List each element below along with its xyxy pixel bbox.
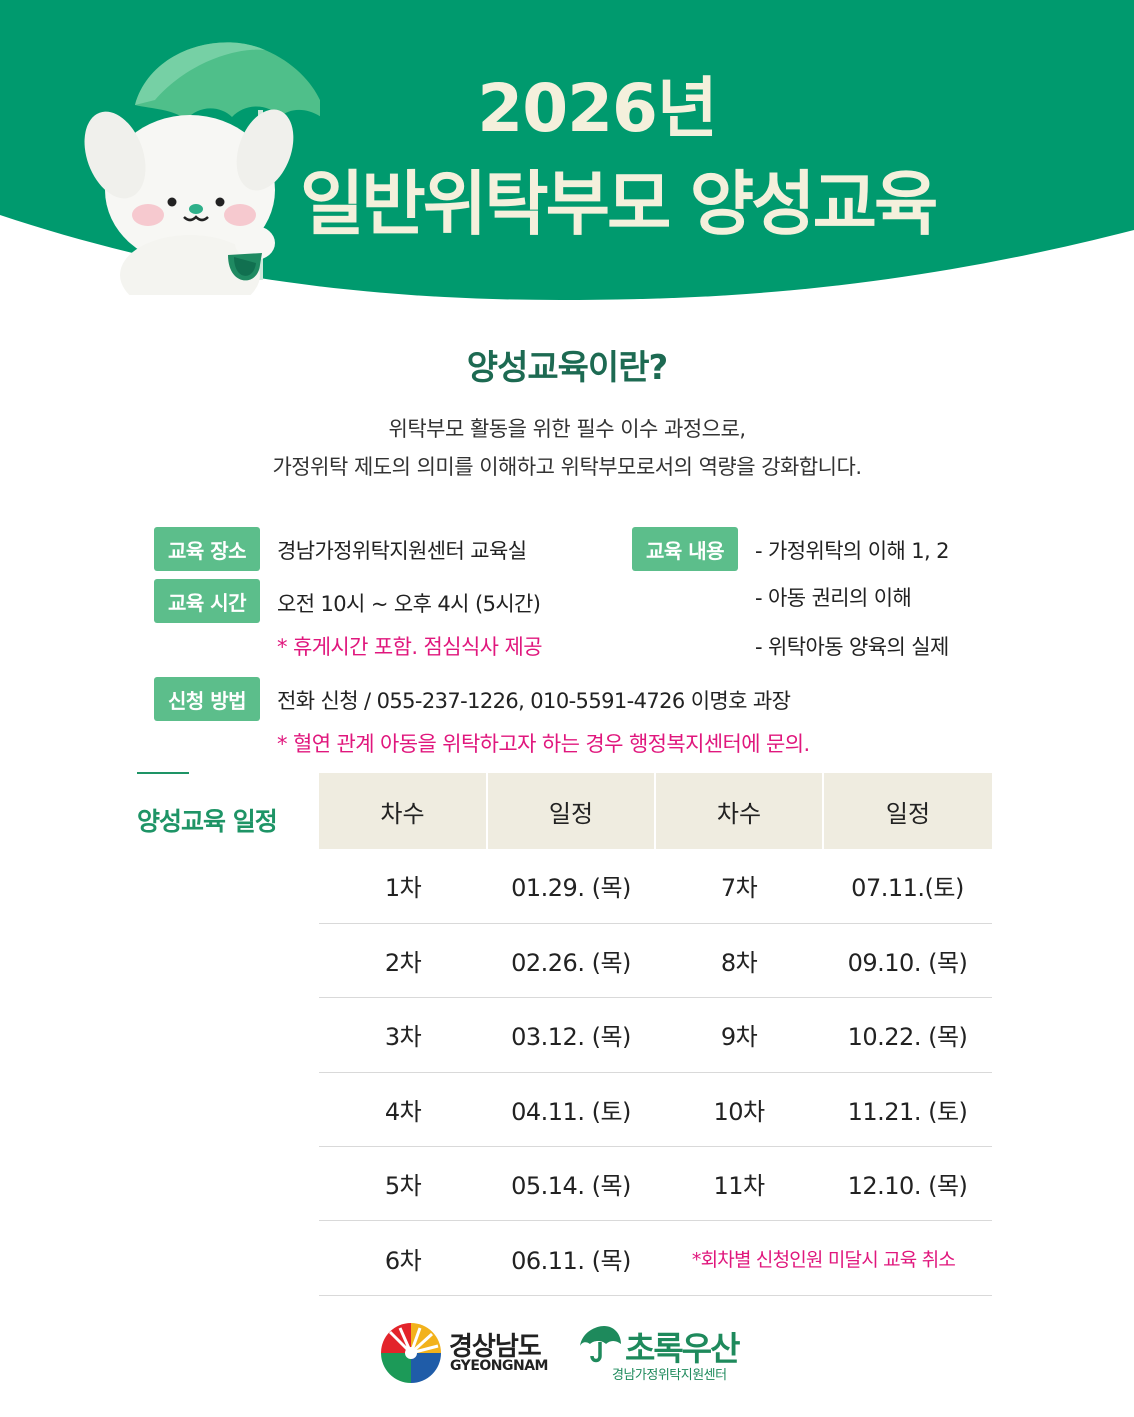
- date-cell: 11.21. (토): [823, 1072, 992, 1148]
- table-row: 6차 06.11. (목) *회차별 신청인원 미달시 교육 취소: [319, 1220, 992, 1296]
- chorokusan-subtitle: 경남가정위탁지원센터: [612, 1368, 727, 1383]
- table-row: 5차 05.14. (목) 11차 12.10. (목): [319, 1146, 992, 1222]
- content-item-3: - 위탁아동 양육의 실제: [755, 635, 949, 659]
- date-cell: 10.22. (목): [823, 997, 992, 1073]
- apply-label: 신청 방법: [154, 677, 260, 721]
- table-row: 1차 01.29. (목) 7차 07.11.(토): [319, 849, 992, 924]
- cancellation-note: *회차별 신청인원 미달시 교육 취소: [655, 1220, 992, 1296]
- date-cell: 09.10. (목): [823, 923, 992, 999]
- table-row: 4차 04.11. (토) 10차 11.21. (토): [319, 1072, 992, 1148]
- date-cell: 01.29. (목): [487, 849, 655, 924]
- round-cell: 10차: [655, 1072, 823, 1148]
- schedule-header-row: 차수 일정 차수 일정: [319, 773, 992, 849]
- apply-note: * 혈연 관계 아동을 위탁하고자 하는 경우 행정복지센터에 문의.: [277, 732, 810, 756]
- intro-heading: 양성교육이란?: [466, 348, 668, 388]
- table-row: 2차 02.26. (목) 8차 09.10. (목): [319, 923, 992, 999]
- chorokusan-logo: 초록우산 경남가정위탁지원센터: [578, 1320, 778, 1386]
- round-cell: 6차: [319, 1220, 487, 1296]
- round-cell: 11차: [655, 1146, 823, 1222]
- round-cell: 2차: [319, 923, 487, 999]
- time-label: 교육 시간: [154, 579, 260, 623]
- round-cell: 1차: [319, 849, 487, 924]
- green-umbrella-icon: [580, 1326, 621, 1363]
- date-cell: 03.12. (목): [487, 997, 655, 1073]
- gyeongnam-name: 경상남도: [449, 1332, 542, 1362]
- title-year: 2026년: [477, 70, 717, 147]
- place-label: 교육 장소: [154, 527, 260, 571]
- time-note: * 휴게시간 포함. 점심식사 제공: [277, 635, 543, 659]
- place-value: 경남가정위탁지원센터 교육실: [277, 539, 527, 563]
- date-cell: 02.26. (목): [487, 923, 655, 999]
- schedule-accent-line: [137, 772, 189, 774]
- date-cell: 07.11.(토): [823, 849, 992, 924]
- header-date: 일정: [823, 773, 992, 849]
- date-cell: 05.14. (목): [487, 1146, 655, 1222]
- round-cell: 7차: [655, 849, 823, 924]
- date-cell: 06.11. (목): [487, 1220, 655, 1296]
- header-round: 차수: [655, 773, 824, 849]
- content-label: 교육 내용: [632, 527, 738, 571]
- date-cell: 12.10. (목): [823, 1146, 992, 1222]
- intro-line-1: 위탁부모 활동을 위한 필수 이수 과정으로,: [388, 417, 747, 441]
- header-round: 차수: [319, 773, 488, 849]
- content-item-1: - 가정위탁의 이해 1, 2: [755, 539, 950, 563]
- header-date: 일정: [487, 773, 656, 849]
- gyeongnam-english: GYEONGNAM: [450, 1358, 548, 1374]
- round-cell: 9차: [655, 997, 823, 1073]
- date-cell: 04.11. (토): [487, 1072, 655, 1148]
- round-cell: 5차: [319, 1146, 487, 1222]
- header-banner: 2026년 일반위탁부모 양성교육: [0, 0, 1134, 330]
- title-main: 일반위탁부모 양성교육: [300, 163, 938, 245]
- schedule-title: 양성교육 일정: [137, 807, 278, 836]
- intro-line-2: 가정위탁 제도의 의미를 이해하고 위탁부모로서의 역량을 강화합니다.: [272, 455, 862, 479]
- content-item-2: - 아동 권리의 이해: [755, 586, 912, 610]
- gyeongnam-emblem-icon: [381, 1323, 441, 1383]
- schedule-table: 차수 일정 차수 일정 1차 01.29. (목) 7차 07.11.(토) 2…: [319, 773, 992, 1296]
- round-cell: 3차: [319, 997, 487, 1073]
- gyeongnam-logo: 경상남도 GYEONGNAM: [380, 1318, 560, 1388]
- table-row: 3차 03.12. (목) 9차 10.22. (목): [319, 997, 992, 1073]
- intro-text: 위탁부모 활동을 위한 필수 이수 과정으로, 가정위탁 제도의 의미를 이해하…: [0, 410, 1134, 486]
- round-cell: 8차: [655, 923, 823, 999]
- chorokusan-name: 초록우산: [625, 1329, 740, 1368]
- apply-value: 전화 신청 / 055-237-1226, 010-5591-4726 이명호 …: [277, 689, 791, 713]
- time-value: 오전 10시 ~ 오후 4시 (5시간): [277, 592, 541, 616]
- mascot-with-umbrella-icon: [84, 42, 320, 295]
- round-cell: 4차: [319, 1072, 487, 1148]
